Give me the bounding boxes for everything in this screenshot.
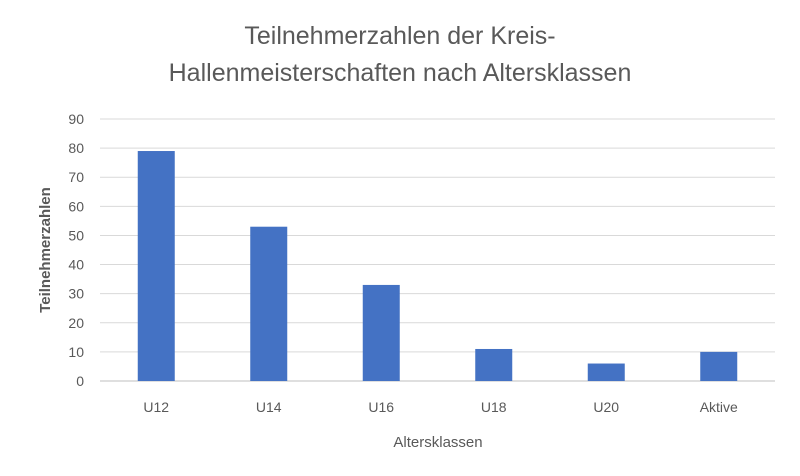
bar-u14	[250, 226, 288, 381]
x-tick-label: U14	[256, 399, 282, 415]
x-tick-label: U12	[143, 399, 169, 415]
y-tick-label: 20	[68, 315, 84, 331]
y-tick-label: 10	[68, 344, 84, 360]
chart-title-line-2: Hallenmeisterschaften nach Altersklassen	[169, 59, 632, 87]
x-axis-ticks: U12 U14 U16 U18 U20 Aktive	[143, 399, 738, 415]
y-tick-label: 30	[68, 286, 84, 302]
x-tick-label: U20	[593, 399, 619, 415]
y-tick-label: 80	[68, 140, 84, 156]
bar-u20	[587, 363, 625, 381]
bar-u16	[362, 284, 400, 381]
bar-u18	[475, 348, 513, 381]
bar-aktive	[700, 351, 738, 381]
x-axis-label: Altersklassen	[393, 434, 482, 451]
y-tick-label: 70	[68, 169, 84, 185]
chart-title-line-1: Teilnehmerzahlen der Kreis-	[244, 22, 555, 50]
y-tick-label: 60	[68, 198, 84, 214]
y-axis-label: Teilnehmerzahlen	[37, 187, 54, 313]
x-tick-label: Aktive	[700, 399, 738, 415]
bars	[137, 151, 738, 381]
gridlines	[100, 118, 775, 382]
x-tick-label: U16	[368, 399, 394, 415]
y-tick-label: 40	[68, 257, 84, 273]
y-tick-label: 50	[68, 227, 84, 243]
y-axis-ticks: 0 10 20 30 40 50 60 70 80 90	[68, 111, 84, 389]
y-tick-label: 0	[76, 373, 84, 389]
y-tick-label: 90	[68, 111, 84, 127]
x-tick-label: U18	[481, 399, 507, 415]
bar-u12	[137, 151, 175, 381]
